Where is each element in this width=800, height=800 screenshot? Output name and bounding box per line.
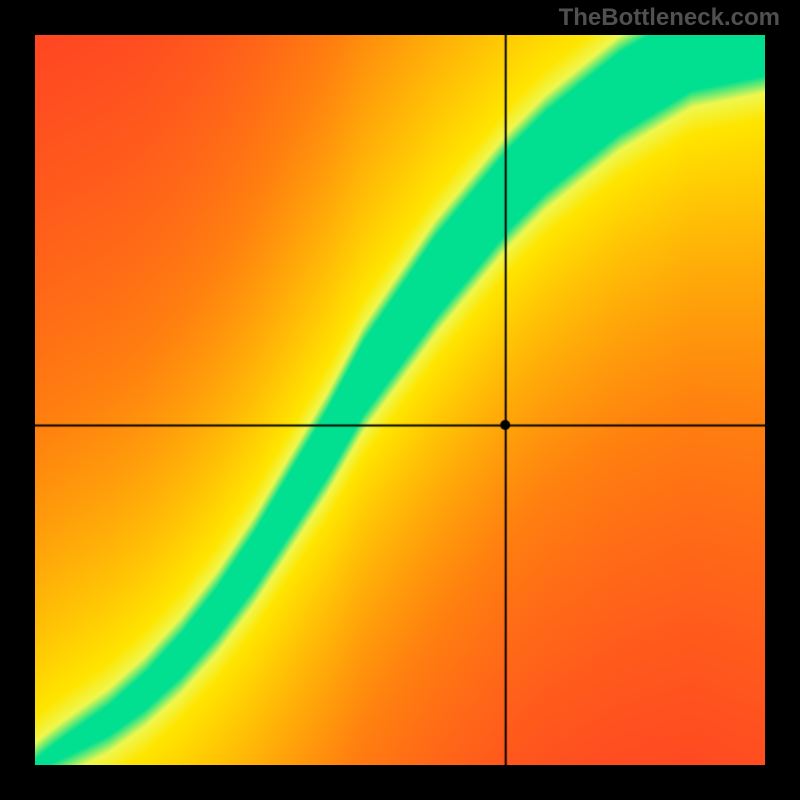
chart-area [35,35,765,765]
heatmap-canvas [35,35,765,765]
attribution-text: TheBottleneck.com [559,4,780,32]
